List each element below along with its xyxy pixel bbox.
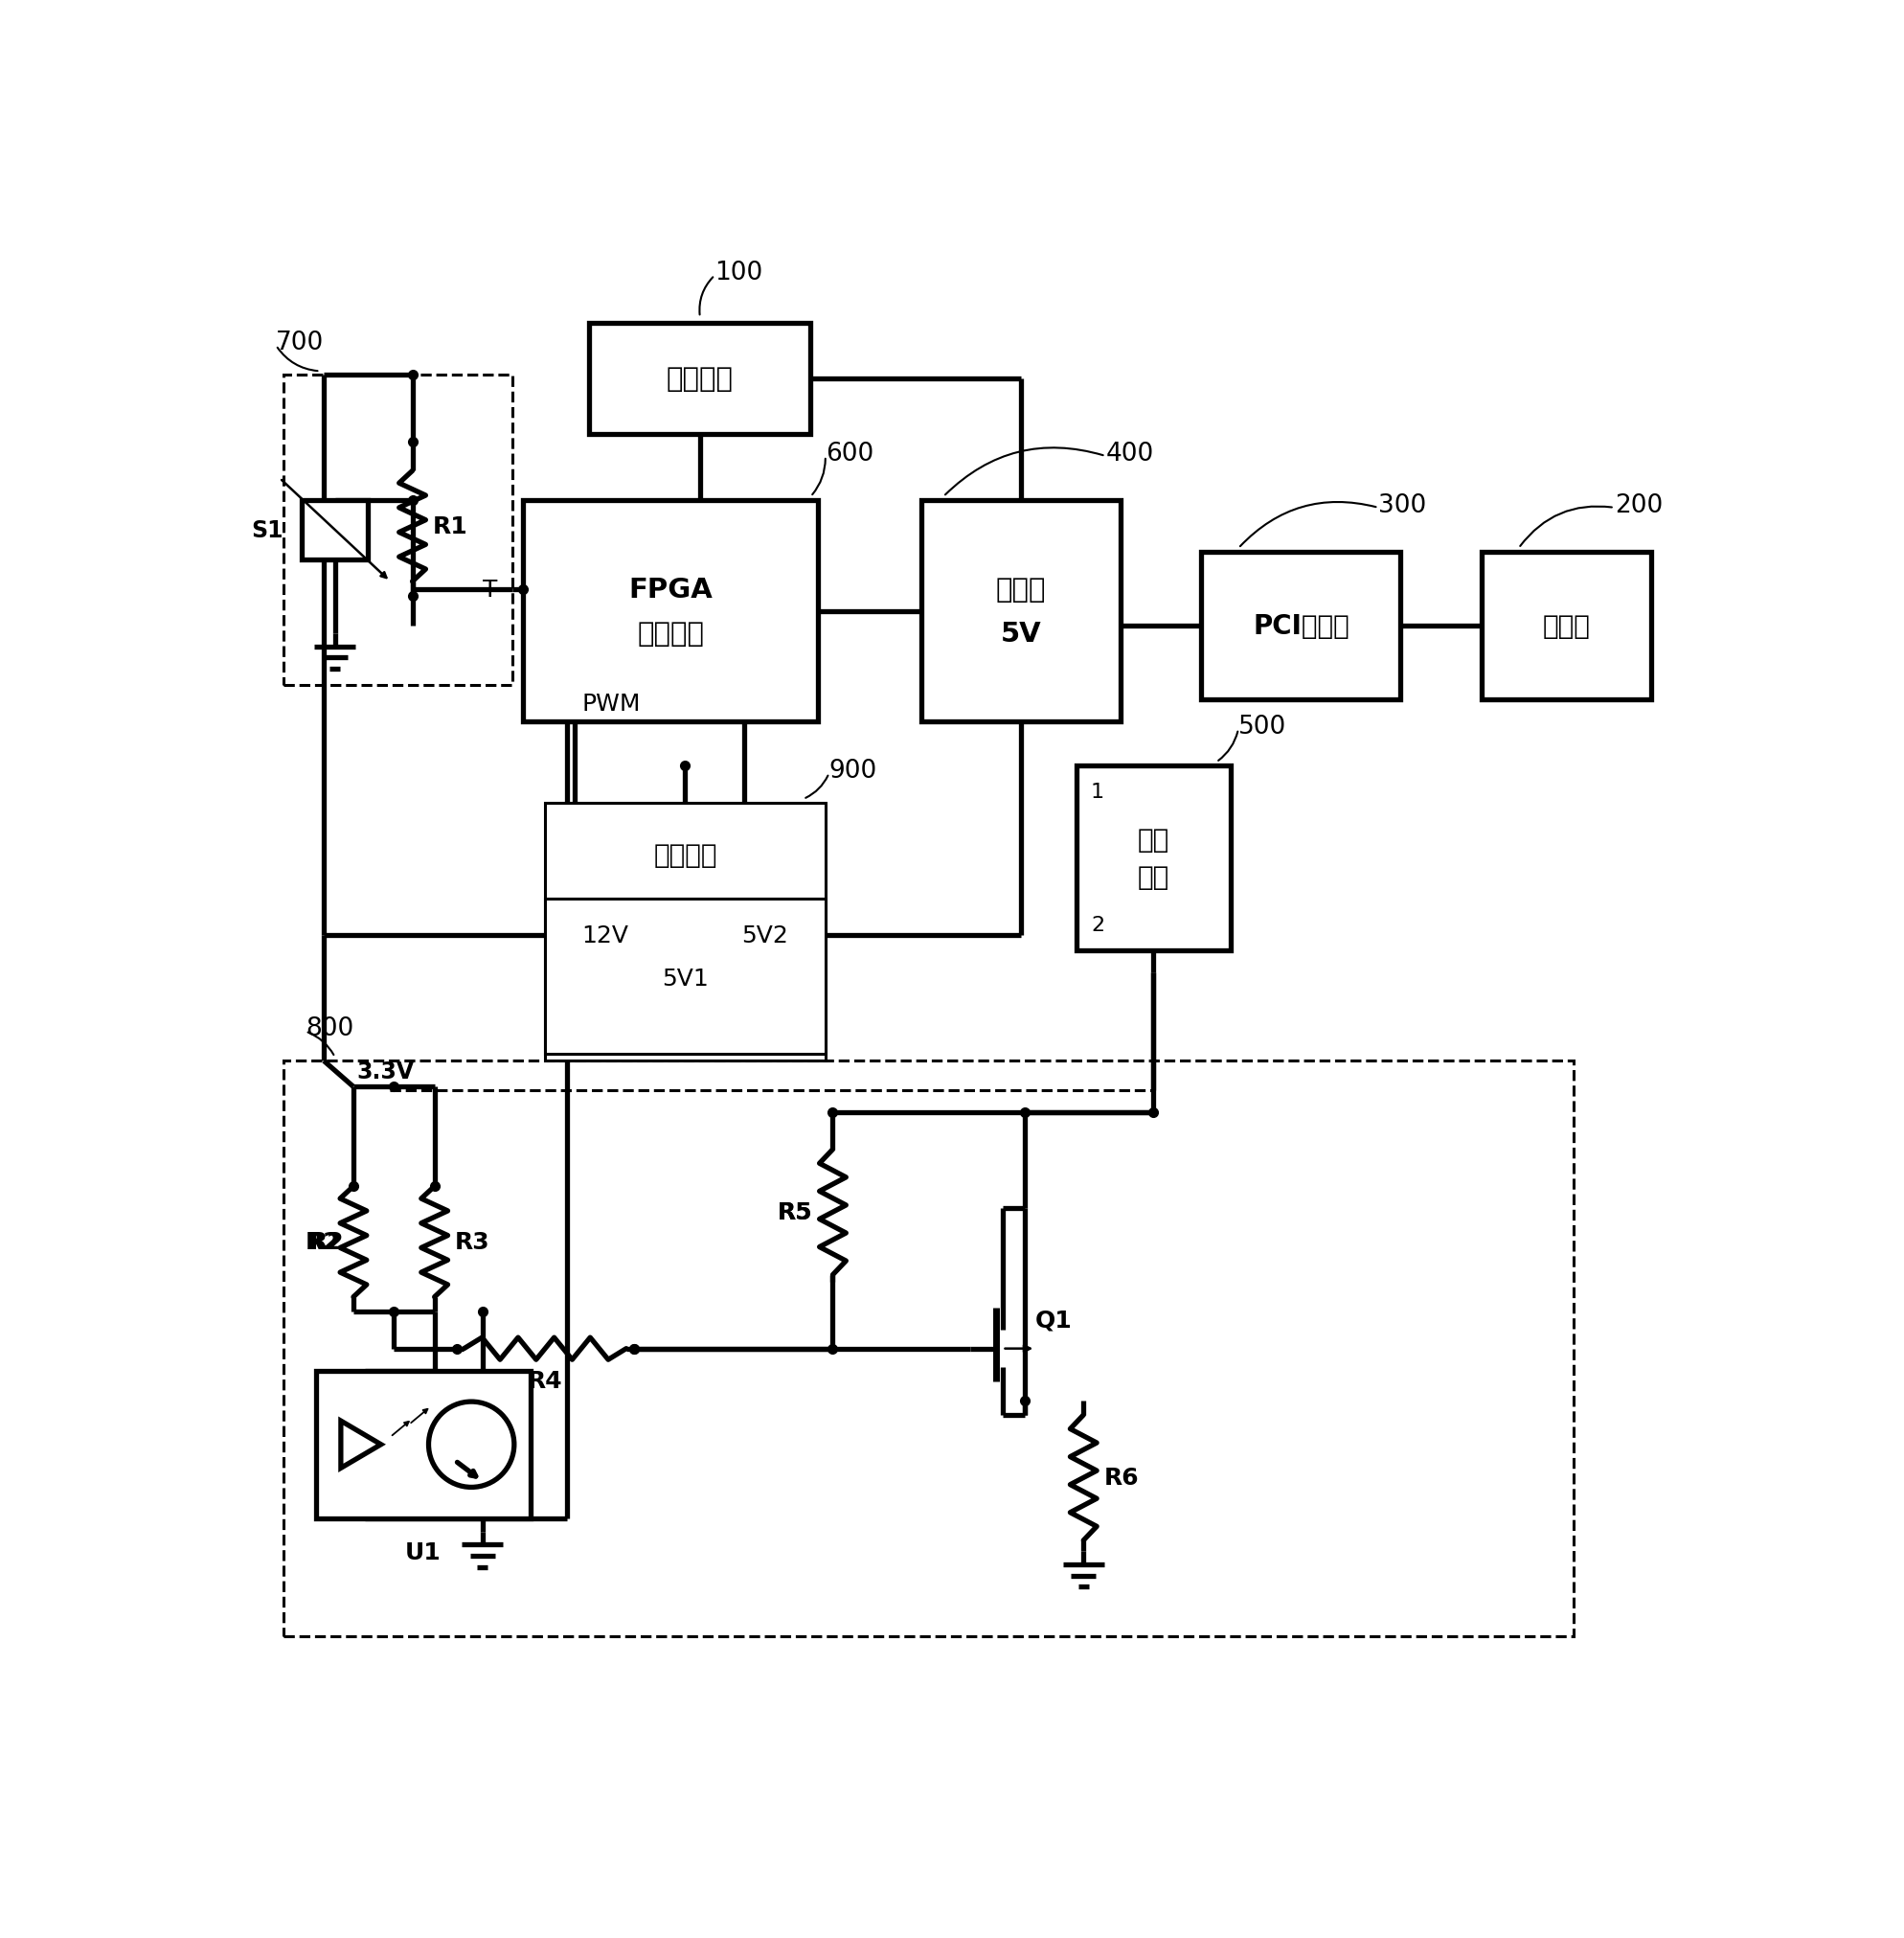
Text: 接口板: 接口板 <box>996 576 1045 603</box>
Text: PWM: PWM <box>583 692 642 715</box>
Text: 开关电源: 开关电源 <box>653 841 718 868</box>
Bar <box>316 1370 531 1517</box>
Bar <box>524 500 819 723</box>
Text: Q1: Q1 <box>1036 1308 1072 1331</box>
Text: R2: R2 <box>308 1231 345 1254</box>
Text: FPGA: FPGA <box>628 576 712 603</box>
Bar <box>1481 552 1651 700</box>
Text: R5: R5 <box>777 1202 813 1225</box>
Text: 400: 400 <box>1106 442 1154 467</box>
Bar <box>284 376 512 686</box>
Bar <box>1076 766 1232 952</box>
Bar <box>590 324 811 434</box>
Text: 2: 2 <box>1091 915 1104 934</box>
Bar <box>545 802 824 1062</box>
Text: R2: R2 <box>305 1231 341 1254</box>
Text: 900: 900 <box>828 758 878 783</box>
Text: PCI通信卡: PCI通信卡 <box>1253 612 1350 640</box>
Text: 1: 1 <box>1091 783 1104 802</box>
Text: 800: 800 <box>305 1016 354 1041</box>
Text: S1: S1 <box>251 519 284 543</box>
Bar <box>301 500 367 560</box>
Bar <box>922 500 1120 723</box>
Text: 200: 200 <box>1615 492 1662 517</box>
Text: R1: R1 <box>432 516 468 539</box>
Text: 冷却: 冷却 <box>1137 828 1169 853</box>
Text: 机箱电源: 机箱电源 <box>666 366 733 393</box>
Text: 5V2: 5V2 <box>743 924 788 948</box>
Text: 12V: 12V <box>583 924 628 948</box>
Text: U1: U1 <box>406 1541 442 1564</box>
Bar <box>1201 552 1401 700</box>
Text: R6: R6 <box>1104 1467 1139 1488</box>
Text: 计算机: 计算机 <box>1542 612 1590 640</box>
Text: 5V1: 5V1 <box>663 967 708 990</box>
Text: 3.3V: 3.3V <box>358 1060 415 1083</box>
Text: 500: 500 <box>1238 713 1287 738</box>
Text: 600: 600 <box>824 442 874 467</box>
Text: R3: R3 <box>455 1231 489 1254</box>
Text: 主控芯片: 主控芯片 <box>638 620 704 647</box>
Text: T: T <box>482 578 497 601</box>
Text: 风扇: 风扇 <box>1137 864 1169 890</box>
Bar <box>284 1062 1575 1636</box>
Text: R5: R5 <box>777 1202 813 1225</box>
Text: 700: 700 <box>276 331 324 355</box>
Text: 300: 300 <box>1378 492 1426 517</box>
Text: 100: 100 <box>714 260 764 285</box>
Bar <box>545 899 824 1054</box>
Text: 5V: 5V <box>1000 620 1041 647</box>
Text: R4: R4 <box>527 1370 564 1391</box>
